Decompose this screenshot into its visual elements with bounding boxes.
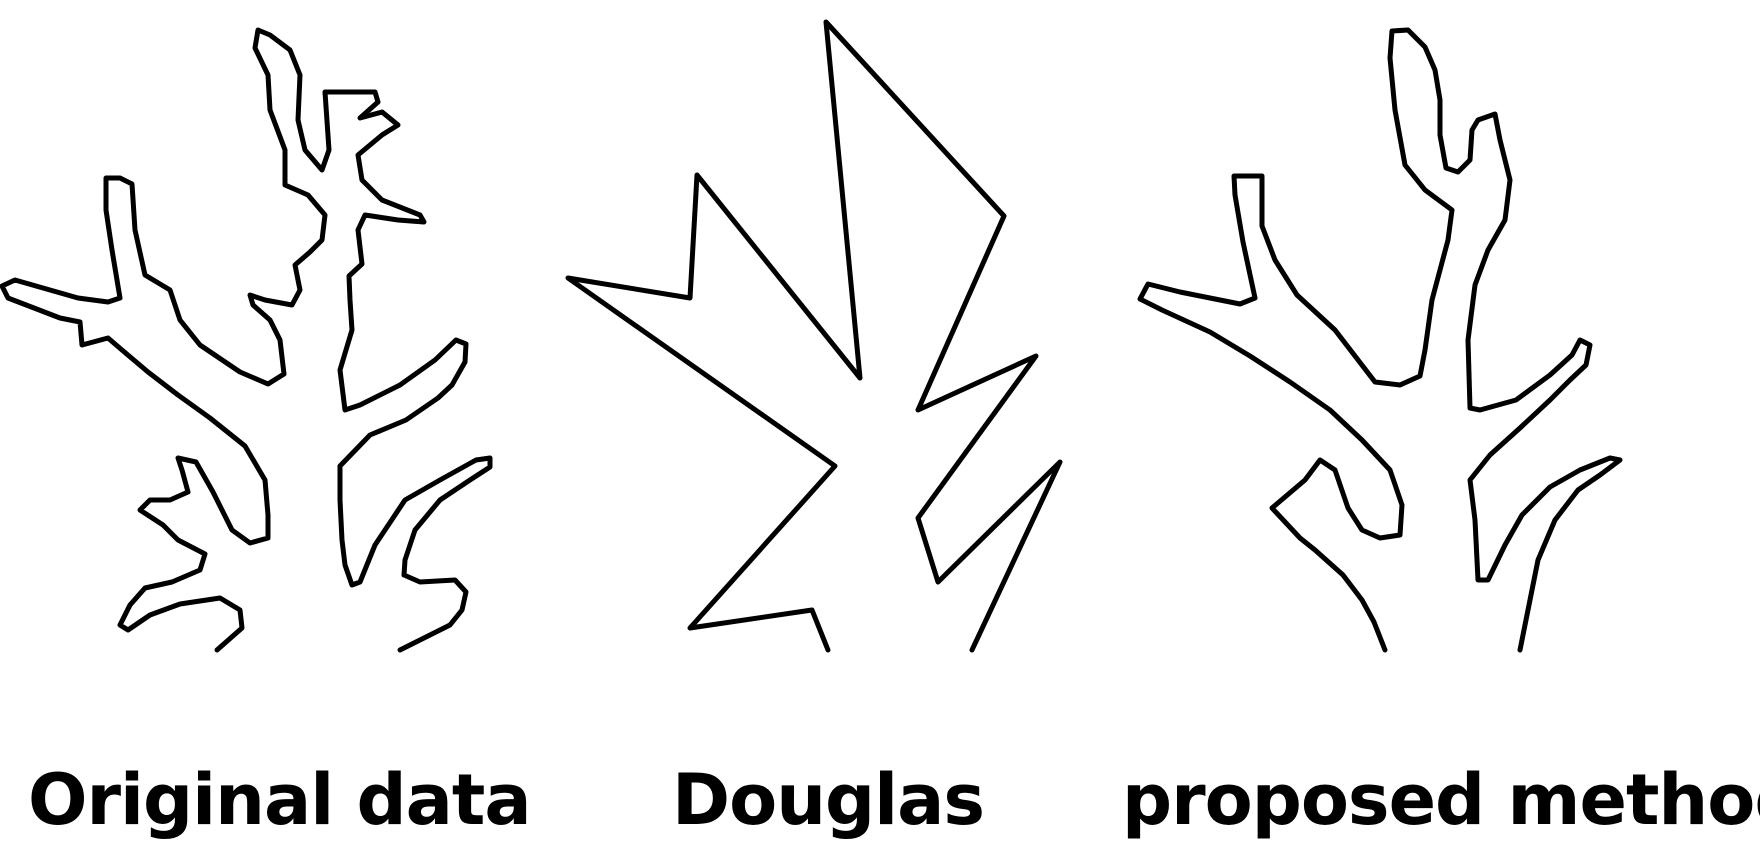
proposed-method-panel [1137, 27, 1623, 653]
caption-original-data: Original data [28, 759, 532, 841]
proposed-left-outline [1137, 27, 1623, 653]
douglas-outline [565, 19, 1063, 653]
caption-proposed-method: proposed method [1122, 759, 1760, 841]
original-left-outline [0, 27, 493, 653]
original-data-panel [0, 27, 493, 653]
caption-douglas: Douglas [672, 759, 985, 841]
douglas-panel [565, 19, 1063, 653]
